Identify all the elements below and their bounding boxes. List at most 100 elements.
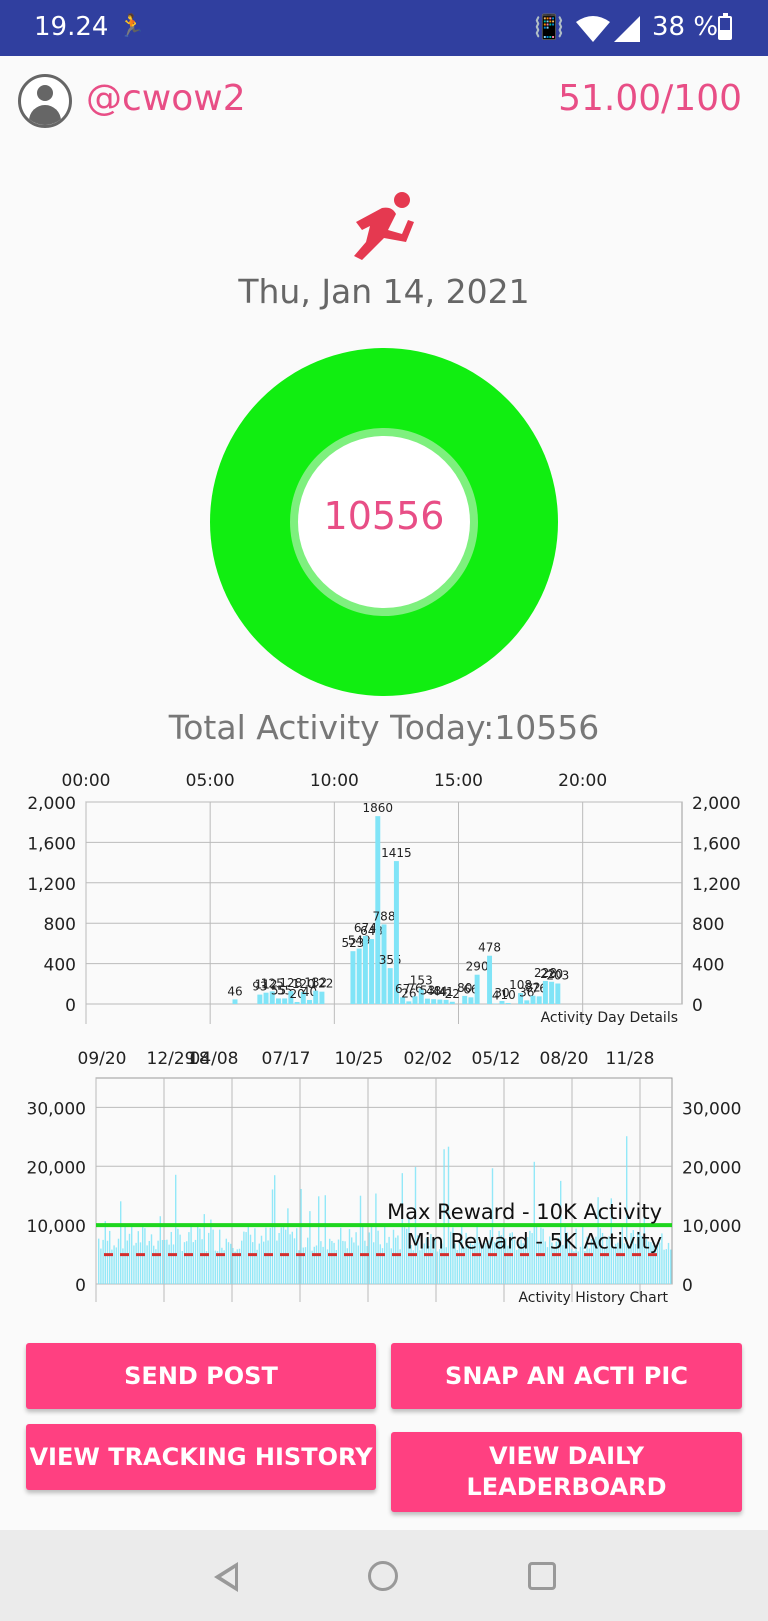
history-chart-bar (357, 1245, 359, 1284)
history-chart-bar (392, 1229, 395, 1284)
history-chart-bar (144, 1228, 146, 1284)
history-chart-bar (381, 1248, 384, 1284)
snap-pic-button[interactable]: SNAP AN ACTI PIC (391, 1343, 742, 1409)
day-chart-bar (449, 1001, 455, 1004)
day-chart-bar-label: 523 (342, 936, 365, 950)
recent-apps-icon[interactable] (528, 1562, 556, 1590)
history-chart-bar (366, 1246, 368, 1284)
view-daily-leaderboard-button[interactable]: VIEW DAILY LEADERBOARD (391, 1432, 742, 1512)
history-chart-bar (610, 1198, 612, 1284)
history-chart-bar (375, 1193, 377, 1284)
history-chart-bar (419, 1250, 421, 1284)
day-chart-bar-label: 82 (525, 981, 540, 995)
history-chart-bar (395, 1237, 397, 1284)
history-chart-bar (197, 1225, 199, 1284)
day-chart-bar (424, 998, 430, 1004)
day-chart-bar-label: 290 (466, 960, 489, 974)
history-chart-bar (234, 1251, 236, 1284)
history-chart-bar (181, 1250, 183, 1284)
history-chart-y-tick-right: 30,000 (682, 1099, 741, 1119)
send-post-button[interactable]: SEND POST (26, 1343, 376, 1409)
history-chart-bar (353, 1242, 355, 1284)
day-chart-bar-label: 125 (261, 976, 284, 990)
history-chart-bar (232, 1248, 234, 1284)
history-chart-bar (331, 1240, 333, 1284)
history-chart-bar (326, 1249, 329, 1284)
history-chart-bar (322, 1246, 324, 1284)
day-chart-bar-label: 1860 (363, 801, 394, 815)
history-chart-bar (401, 1173, 403, 1284)
history-chart-bar (368, 1232, 370, 1284)
cell-signal-icon (614, 16, 640, 42)
history-chart-x-tick: 18 (188, 1049, 210, 1069)
history-chart-bar (223, 1250, 225, 1284)
avatar-head (37, 85, 53, 101)
activity-notification-icon: 🏃 (118, 14, 146, 39)
history-chart-bar (241, 1240, 243, 1284)
history-chart-bar (630, 1232, 632, 1284)
history-chart-bar (595, 1236, 597, 1284)
history-chart-bar (542, 1228, 544, 1284)
history-chart-bar (423, 1243, 425, 1284)
avatar-body (29, 105, 61, 125)
history-chart-bar (293, 1238, 296, 1284)
history-chart-bar (212, 1229, 214, 1284)
history-chart-bar (441, 1243, 443, 1284)
day-chart-bar (387, 968, 393, 1004)
history-chart-x-tick: 11/28 (606, 1049, 655, 1069)
history-chart-bar (452, 1227, 454, 1284)
history-chart-bar (386, 1242, 388, 1284)
day-chart-bar (307, 999, 312, 1004)
history-chart-bar (364, 1240, 366, 1284)
history-chart-y-tick-right: 10,000 (682, 1217, 741, 1237)
history-chart-bar (450, 1231, 452, 1284)
history-chart-bar (434, 1238, 436, 1284)
send-post-label: SEND POST (124, 1361, 278, 1390)
history-chart-bar (564, 1226, 566, 1284)
history-chart-bar (102, 1239, 104, 1284)
history-chart-bar (656, 1244, 659, 1284)
day-chart-bar (524, 1000, 530, 1004)
history-chart-bar (340, 1227, 342, 1284)
day-chart-bar-label: 46 (227, 984, 242, 998)
history-chart-bar (553, 1249, 555, 1284)
history-chart-bar (447, 1146, 450, 1284)
history-chart-bar (245, 1232, 247, 1284)
battery-icon (718, 13, 732, 40)
runner-icon (354, 192, 414, 260)
history-chart-bar (577, 1251, 579, 1284)
history-chart-bar (179, 1234, 181, 1284)
day-chart-bar (499, 1000, 505, 1004)
history-chart-bar (670, 1249, 672, 1284)
home-icon[interactable] (368, 1561, 398, 1591)
day-chart-bar (505, 1002, 511, 1004)
username[interactable]: @cwow2 (86, 78, 246, 119)
history-chart-bar (98, 1238, 100, 1284)
history-chart-caption: Activity History Chart (518, 1290, 668, 1306)
history-chart-y-tick-left: 10,000 (27, 1217, 86, 1237)
day-chart-bar (487, 955, 493, 1004)
history-chart-bar (615, 1243, 617, 1284)
history-chart-bar (406, 1228, 408, 1284)
day-chart-bar (474, 974, 480, 1004)
history-chart-bar (278, 1233, 280, 1284)
history-chart-bar (377, 1230, 379, 1284)
history-chart-bar (529, 1230, 531, 1284)
day-chart-caption: Activity Day Details (541, 1010, 678, 1026)
history-chart-bar (399, 1249, 401, 1284)
day-chart-bar (431, 999, 437, 1004)
history-chart-bar (318, 1196, 320, 1284)
history-chart-bar (412, 1250, 414, 1284)
history-chart-bar (194, 1239, 197, 1284)
view-tracking-history-button[interactable]: VIEW TRACKING HISTORY (26, 1424, 376, 1490)
avatar[interactable] (18, 74, 72, 128)
day-chart-y-tick-right: 400 (692, 956, 724, 976)
history-chart-bar (302, 1247, 304, 1284)
activity-history-chart[interactable]: 30,000 30,000 20,000 20,000 10,000 10,000 0 0 09… (0, 1048, 768, 1310)
history-chart-bar (276, 1240, 278, 1284)
history-chart-bar (111, 1249, 113, 1284)
history-chart-bar (333, 1242, 335, 1284)
day-chart-bar-label: 67 (395, 982, 410, 996)
history-chart-bar (291, 1231, 293, 1284)
